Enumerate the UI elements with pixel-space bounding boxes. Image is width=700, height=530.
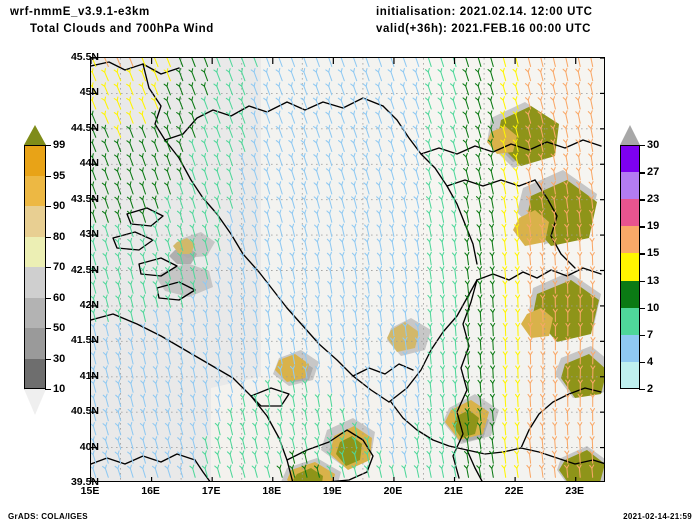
colorbar-tick-label: 7 [647, 328, 654, 341]
colorbar-band [24, 206, 46, 238]
x-tick-label: 16E [141, 485, 160, 497]
y-tick-label: 43N [79, 228, 99, 241]
colorbar-tick [639, 199, 645, 201]
colorbar-tick-label: 19 [647, 220, 660, 233]
y-tick-label: 40N [79, 440, 99, 453]
colorbar-tick-label: 90 [53, 200, 66, 212]
x-tick-label: 23E [565, 485, 585, 497]
colorbar-band [24, 236, 46, 268]
colorbar-band [620, 334, 640, 363]
colorbar-tick [639, 334, 645, 337]
colorbar-band [620, 172, 640, 200]
colorbar-tick-label: 50 [53, 322, 66, 334]
colorbar-band [620, 226, 640, 255]
colorbar-tick-label: 27 [647, 166, 660, 179]
colorbar-tick [45, 389, 51, 391]
x-tick-label: 21E [444, 485, 463, 497]
colorbar-tick [45, 175, 51, 177]
x-tick-label: 19E [323, 485, 342, 497]
map-plot-area[interactable] [90, 57, 605, 482]
colorbar-band [24, 297, 46, 329]
colorbar-band [24, 328, 46, 360]
x-tick-label: 17E [201, 485, 221, 497]
y-tick-label: 41.5N [70, 334, 99, 347]
colorbar-top-cap [24, 125, 46, 145]
colorbar-tick [45, 297, 51, 299]
y-tick-label: 44.5N [70, 121, 99, 134]
colorbar-band [24, 267, 46, 299]
colorbar-tick-label: 13 [647, 274, 660, 287]
colorbar-tick [639, 253, 645, 255]
x-tick-label: 20E [383, 485, 403, 497]
colorbar-tick-label: 60 [53, 291, 66, 304]
y-tick-label: 43.5N [70, 192, 99, 205]
field-title: Total Clouds and 700hPa Wind [30, 23, 214, 35]
colorbar-tick [45, 145, 51, 147]
y-tick-label: 40.5N [70, 405, 99, 418]
colorbar-band [620, 253, 640, 282]
map-svg [91, 58, 604, 481]
colorbar-tick [45, 236, 51, 238]
colorbar-tick-label: 70 [53, 261, 66, 273]
footer-timestamp: 2021-02-14-21:59 [623, 512, 692, 521]
colorbar-band [24, 145, 46, 177]
colorbar-tick-label: 95 [53, 169, 66, 182]
colorbar-total-cloud-cover[interactable]: 99 95 90 80 70 60 50 30 10 [24, 125, 65, 415]
colorbar-tick-label: 99 [53, 139, 66, 151]
valid-time: valid(+36h): 2021.FEB.16 00:00 UTC [376, 23, 592, 35]
y-tick-label: 39.5N [70, 476, 99, 488]
colorbar-band [620, 199, 640, 227]
colorbar-tick [639, 307, 645, 310]
colorbar-tick [639, 145, 645, 147]
colorbar-tick [45, 267, 51, 269]
colorbar-tick-label: 15 [647, 247, 660, 260]
x-tick-label: 15E [80, 485, 100, 497]
colorbar-tick-label: 10 [647, 301, 660, 314]
colorbar-tick [639, 389, 645, 391]
colorbar-tick [639, 226, 645, 228]
model-title: wrf-nmmE_v3.9.1-e3km [10, 6, 150, 18]
colorbar-tick-label: 80 [53, 230, 66, 243]
colorbar-band [620, 280, 640, 309]
colorbar-tick-label: 30 [647, 139, 660, 151]
colorbar-band [24, 175, 46, 207]
colorbar-tick-label: 2 [647, 383, 654, 395]
colorbar-bottom-cap [620, 389, 640, 415]
colorbar-tick [639, 361, 645, 364]
x-tick-label: 22E [504, 485, 524, 497]
colorbar-band [620, 145, 640, 173]
map-canvas [91, 58, 604, 481]
y-tick-label: 44N [79, 157, 99, 170]
colorbar-tick-label: 23 [647, 193, 660, 206]
colorbar-tick [45, 206, 51, 208]
initialisation-time: initialisation: 2021.02.14. 12:00 UTC [376, 6, 593, 18]
y-tick-label: 42N [79, 298, 99, 311]
colorbar-band [24, 358, 46, 390]
colorbar-top-cap [620, 125, 640, 145]
y-tick-label: 42.5N [70, 263, 99, 276]
colorbar-tick-label: 30 [53, 352, 66, 365]
footer-credit: GrADS: COLA/IGES [8, 512, 88, 521]
colorbar-bottom-cap [24, 389, 46, 415]
colorbar-tick [639, 280, 645, 282]
colorbar-wind-speed[interactable]: 30 27 23 19 15 13 10 7 4 2 [620, 125, 659, 415]
colorbar-tick [45, 358, 51, 360]
colorbar-band [620, 307, 640, 336]
colorbar-tick-label: 10 [53, 383, 66, 395]
colorbar-tick [639, 172, 645, 174]
x-tick-label: 18E [262, 485, 282, 497]
colorbar-tick [45, 328, 51, 330]
colorbar-tick-label: 4 [647, 355, 654, 368]
y-tick-label: 45N [79, 86, 99, 99]
y-tick-label: 45.5N [70, 51, 99, 63]
colorbar-band [620, 361, 640, 390]
y-tick-label: 41N [79, 369, 99, 382]
